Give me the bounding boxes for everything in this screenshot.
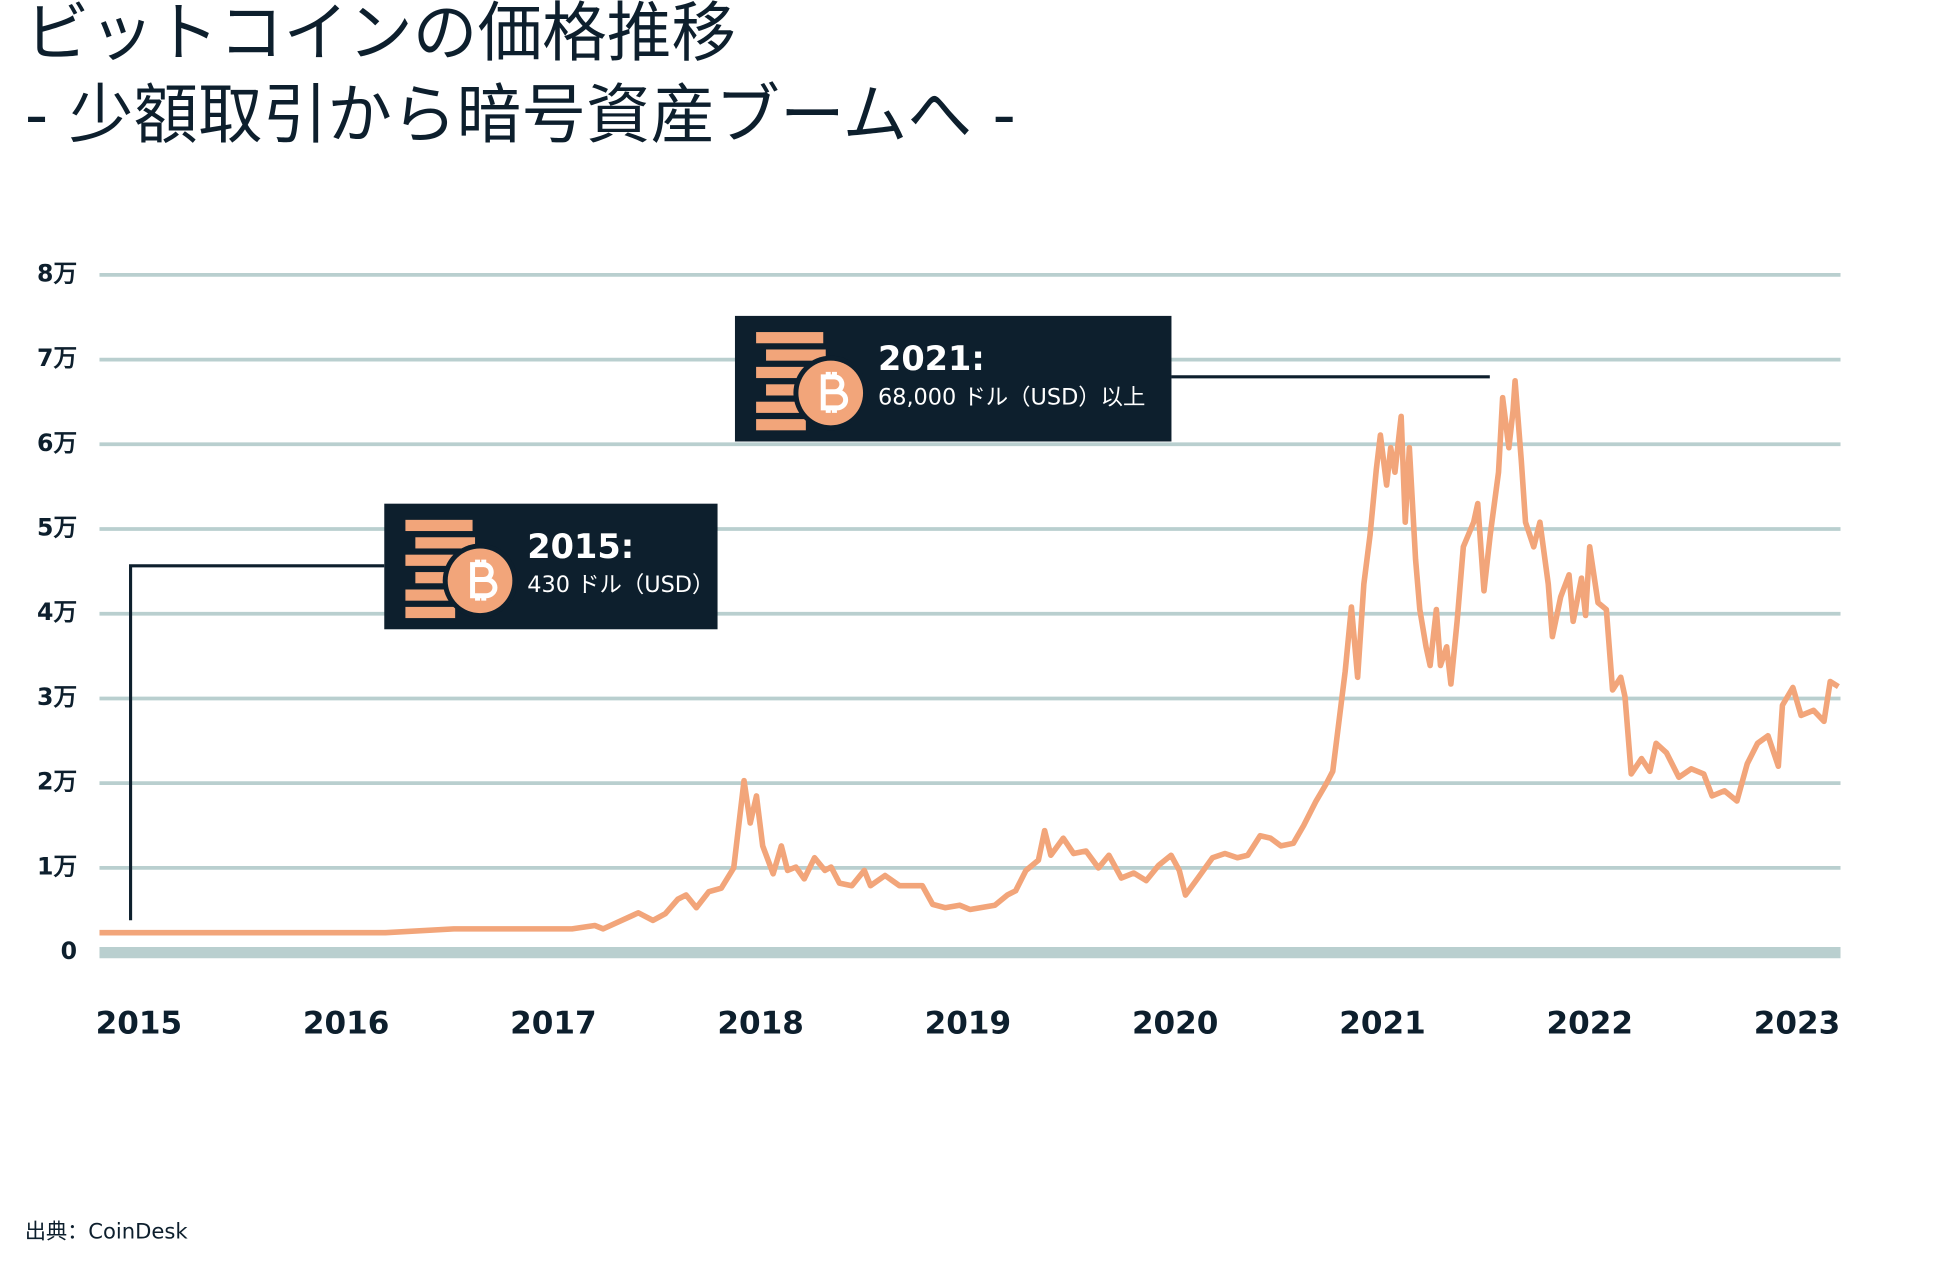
x-tick-label: 2020 (1132, 1006, 1219, 1042)
grid: 0 1万 2万 3万 4万 5万 6万 7万 8万 2015 2016 2017 2018 2019 202… (37, 259, 1841, 1042)
annotation: 2021: 68,000 ドル（USD）以上 (734, 315, 1172, 442)
plot-area (99, 378, 1840, 936)
coin-icon-part (405, 554, 456, 566)
coin-icon-part (405, 519, 473, 532)
coin-icon-part (756, 366, 806, 379)
annotation: 2015: 430 ドル（USD） (384, 503, 718, 630)
x-tick-label: 2021 (1339, 1006, 1426, 1042)
y-tick-label: 5万 (37, 514, 77, 542)
coin-icon-part (470, 559, 498, 601)
y-tick-label: 4万 (37, 598, 77, 626)
x-tick-label: 2015 (96, 1006, 182, 1042)
connector-line (129, 564, 385, 921)
coin-icon-part (756, 332, 824, 344)
coin-icon-part (766, 384, 809, 396)
coin-icon-part (405, 606, 456, 619)
chart-title: ビットコインの価格推移 (25, 0, 736, 71)
x-tick-label: 2023 (1754, 1006, 1841, 1042)
coin-icon-part (415, 537, 476, 549)
chart-subtitle: - 少額取引から暗号資産ブームへ - (25, 78, 1016, 153)
y-tick-label: 2万 (37, 768, 77, 796)
price-line (99, 378, 1840, 936)
x-tick-label: 2022 (1546, 1006, 1633, 1042)
y-tick-label: 6万 (37, 429, 77, 457)
annotation-text: 430 ドル（USD） (527, 572, 714, 598)
x-tick-label: 2019 (925, 1006, 1012, 1042)
x-tick-label: 2016 (303, 1006, 389, 1042)
annotation-title: 2021: (878, 339, 985, 378)
coin-icon-part (756, 419, 806, 431)
annotation-title: 2015: (527, 527, 634, 566)
coin-icon-part (405, 589, 456, 601)
x-tick-label: 2017 (510, 1006, 597, 1042)
coin-icon-part (415, 572, 458, 584)
x-tick-label: 2018 (717, 1006, 804, 1042)
y-tick-label: 7万 (37, 344, 77, 372)
coin-icon-part (766, 349, 826, 361)
annotations: 2015: 430 ドル（USD） 2021: 68,000 ドル（USD）以上 (384, 315, 1172, 630)
y-tick-label: 3万 (37, 683, 77, 711)
y-tick-label: 1万 (37, 852, 77, 880)
source-note: 出典：CoinDesk (25, 1218, 189, 1243)
y-tick-label: 0 (61, 937, 77, 965)
annotation-text: 68,000 ドル（USD）以上 (878, 384, 1145, 410)
coin-icon-part (820, 371, 849, 413)
y-tick-label: 8万 (37, 259, 77, 287)
coin-icon-part (756, 401, 806, 413)
